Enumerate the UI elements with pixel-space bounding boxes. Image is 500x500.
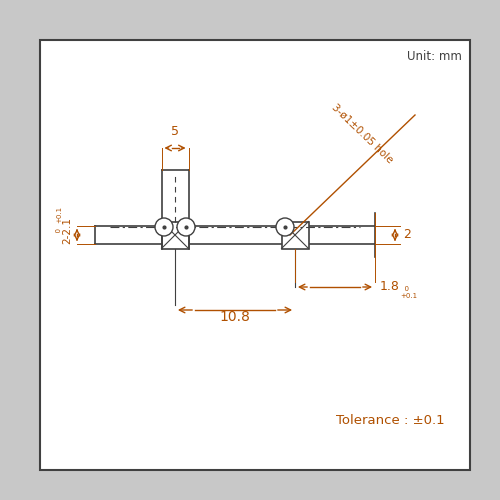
Text: 0: 0 [400, 286, 409, 292]
Text: 1.8: 1.8 [380, 280, 400, 293]
Text: Unit: mm: Unit: mm [407, 50, 462, 63]
Text: 3-ø1±0.05 hole: 3-ø1±0.05 hole [330, 102, 395, 165]
Text: +0.1: +0.1 [56, 206, 62, 223]
Bar [40, 40, 470, 470]
Text: +0.1: +0.1 [400, 293, 417, 299]
Text: 2-2.1: 2-2.1 [62, 218, 72, 244]
Text: 10.8: 10.8 [220, 310, 250, 324]
Text: 5: 5 [171, 125, 179, 138]
Text: 2: 2 [403, 228, 411, 241]
Text: 0: 0 [56, 228, 62, 237]
Circle shape [177, 218, 195, 236]
Circle shape [276, 218, 294, 236]
Text: Tolerance : ±0.1: Tolerance : ±0.1 [336, 414, 444, 426]
Circle shape [155, 218, 173, 236]
Bar [162, 222, 188, 248]
Bar [282, 222, 308, 248]
